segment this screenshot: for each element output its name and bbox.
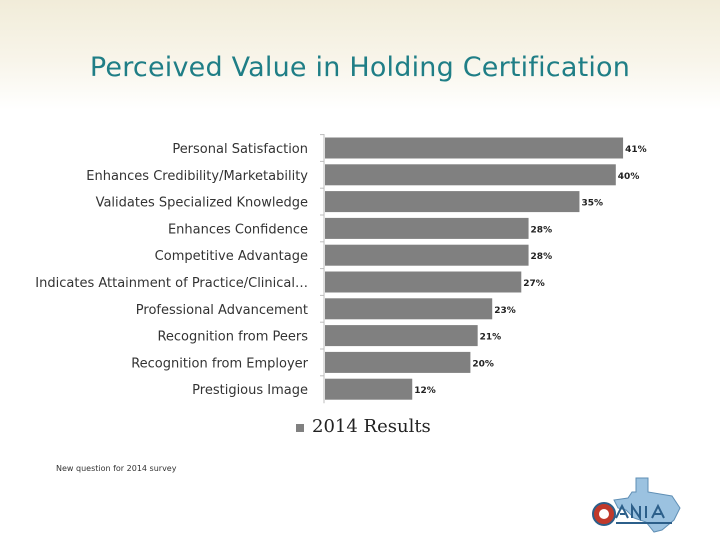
value-label: 21% (480, 333, 502, 343)
value-label: 41% (625, 145, 647, 155)
value-label: 40% (618, 172, 640, 182)
bar (325, 191, 580, 213)
category-label: Enhances Credibility/Marketability (86, 169, 308, 184)
bar (325, 217, 529, 239)
bar (325, 244, 529, 266)
value-label: 28% (531, 225, 553, 235)
legend-swatch (296, 423, 304, 432)
header-band (0, 0, 720, 110)
value-label: 20% (472, 359, 494, 369)
category-label: Prestigious Image (192, 383, 308, 398)
bar (325, 378, 413, 400)
chart-legend: 2014 Results (296, 416, 431, 437)
value-label: 28% (531, 252, 553, 262)
category-label: Professional Advancement (136, 303, 308, 318)
category-label: Indicates Attainment of Practice/Clinica… (35, 276, 308, 291)
value-label: 27% (523, 279, 545, 289)
bar (325, 325, 478, 347)
bar (325, 271, 522, 293)
value-label: 23% (494, 306, 516, 316)
value-label: 35% (581, 199, 603, 209)
category-label: Enhances Confidence (168, 222, 308, 237)
texas-association-logo (592, 477, 681, 533)
bar (325, 164, 616, 186)
footnote: New question for 2014 survey (56, 464, 177, 473)
category-label: Personal Satisfaction (172, 142, 308, 157)
bar (325, 137, 624, 159)
bar (325, 298, 493, 320)
category-label: Competitive Advantage (155, 249, 308, 264)
legend-label: 2014 Results (312, 416, 431, 437)
category-label: Recognition from Peers (157, 330, 308, 345)
category-label: Validates Specialized Knowledge (96, 196, 308, 211)
value-label: 12% (414, 386, 436, 396)
page-title: Perceived Value in Holding Certification (89, 52, 631, 83)
bar (325, 351, 471, 373)
category-label: Recognition from Employer (131, 356, 308, 371)
